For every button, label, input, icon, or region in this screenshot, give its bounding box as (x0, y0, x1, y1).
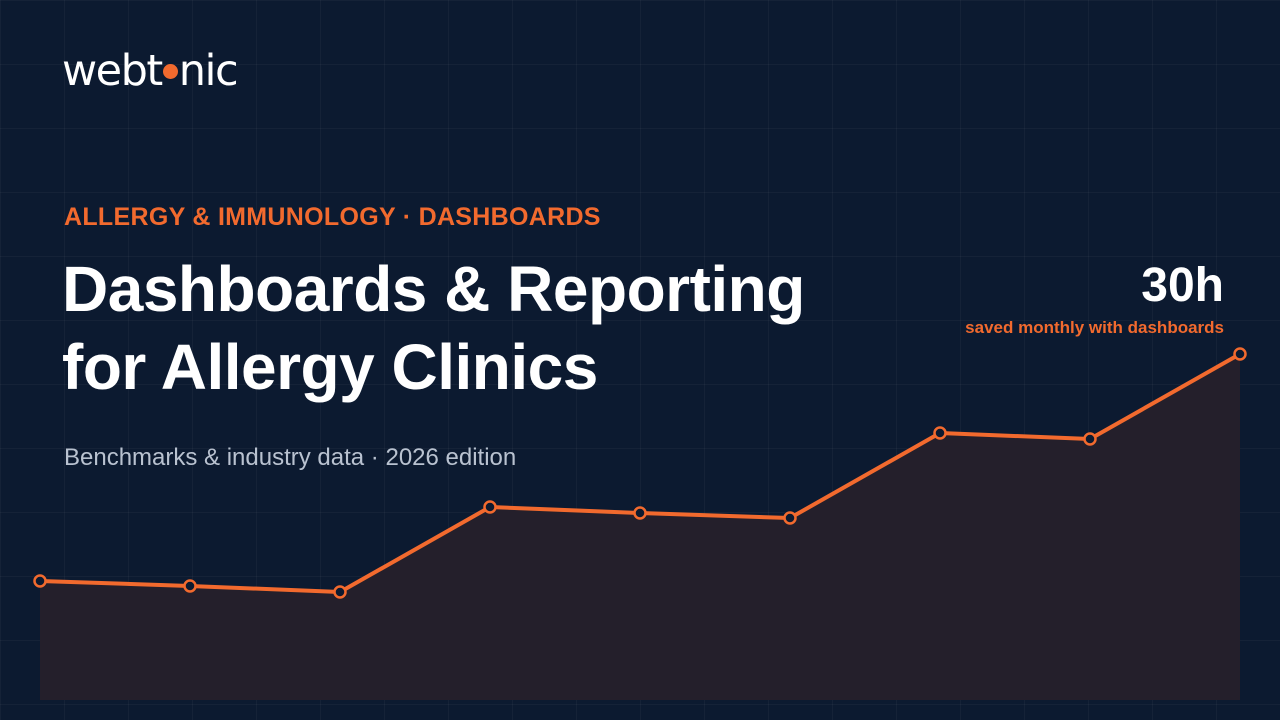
chart-point-8 (1083, 432, 1097, 446)
chart-point-4 (483, 500, 497, 514)
chart-point-1 (33, 574, 47, 588)
title-line-2: for Allergy Clinics (62, 331, 598, 403)
chart-area-fill (40, 354, 1240, 700)
chart-point-2 (183, 579, 197, 593)
chart-point-6 (783, 511, 797, 525)
title-line-1: Dashboards & Reporting (62, 253, 805, 325)
chart-points (33, 347, 1247, 599)
stat-value: 30h (1141, 259, 1224, 312)
page-title: Dashboards & Reporting for Allergy Clini… (62, 250, 922, 406)
stat-label: saved monthly with dashboards (965, 318, 1224, 337)
logo-dot-icon (162, 64, 178, 79)
chart-point-3 (333, 585, 347, 599)
chart-point-7 (933, 426, 947, 440)
chart-point-5 (633, 506, 647, 520)
page-subtitle: Benchmarks & industry data · 2026 editio… (64, 444, 517, 471)
chart-point-9 (1233, 347, 1247, 361)
logo-text-start: webt (62, 46, 163, 96)
webtonic-logo: webt nic (62, 46, 239, 96)
logo-text-end: nic (178, 46, 239, 96)
category-kicker: ALLERGY & IMMUNOLOGY · DASHBOARDS (64, 203, 601, 231)
